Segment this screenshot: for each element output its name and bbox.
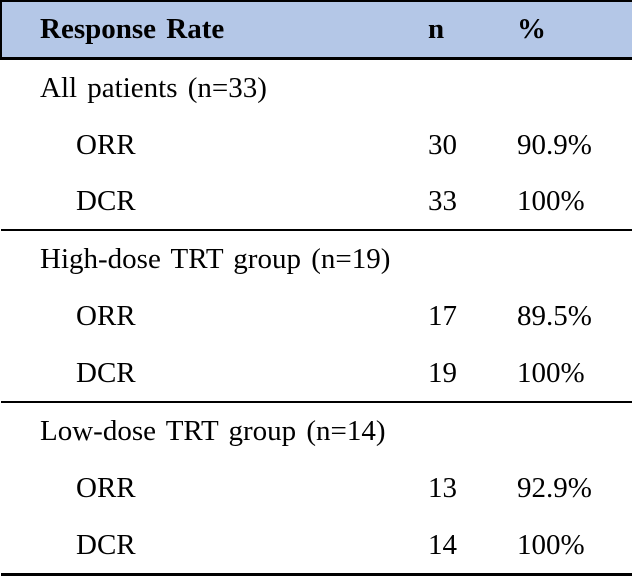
- header-cell-response-rate: Response Rate: [0, 0, 416, 60]
- header-cell-percent: %: [506, 0, 632, 60]
- group-label: All patients (n=33): [40, 71, 267, 104]
- data-row-orr: ORR 17 89.5%: [1, 289, 632, 346]
- cell-percent: 90.9%: [517, 128, 592, 161]
- cell-n: 30: [428, 128, 457, 161]
- table-header-row: Response Rate n %: [0, 0, 632, 60]
- data-row-dcr: DCR 33 100%: [1, 173, 632, 232]
- row-label: DCR: [1, 517, 416, 576]
- cell-percent: 100%: [506, 345, 632, 404]
- row-label: ORR: [76, 128, 136, 161]
- data-row-orr: ORR 30 90.9%: [1, 117, 632, 174]
- row-label: ORR: [76, 300, 136, 333]
- cell-percent: 89.5%: [517, 300, 592, 333]
- row-label: DCR: [1, 345, 416, 404]
- group-label: Low-dose TRT group (n=14): [40, 415, 386, 448]
- row-label: DCR: [1, 173, 416, 232]
- cell-percent: 100%: [506, 173, 632, 232]
- cell-percent: 100%: [506, 517, 632, 576]
- cell-n: 19: [416, 345, 506, 404]
- row-label: ORR: [76, 472, 136, 505]
- cell-n: 17: [428, 300, 457, 333]
- group-label: High-dose TRT group (n=19): [40, 243, 391, 276]
- data-row-dcr: DCR 19 100%: [1, 345, 632, 404]
- group-row-high-dose: High-dose TRT group (n=19): [1, 230, 632, 288]
- cell-n: 33: [416, 173, 506, 232]
- cell-percent: 92.9%: [517, 472, 592, 505]
- header-cell-n: n: [416, 0, 506, 60]
- data-row-dcr: DCR 14 100%: [1, 517, 632, 576]
- group-row-all-patients: All patients (n=33): [1, 59, 632, 117]
- data-row-orr: ORR 13 92.9%: [1, 460, 632, 517]
- cell-n: 13: [428, 472, 457, 505]
- group-row-low-dose: Low-dose TRT group (n=14): [1, 402, 632, 460]
- cell-n: 14: [416, 517, 506, 576]
